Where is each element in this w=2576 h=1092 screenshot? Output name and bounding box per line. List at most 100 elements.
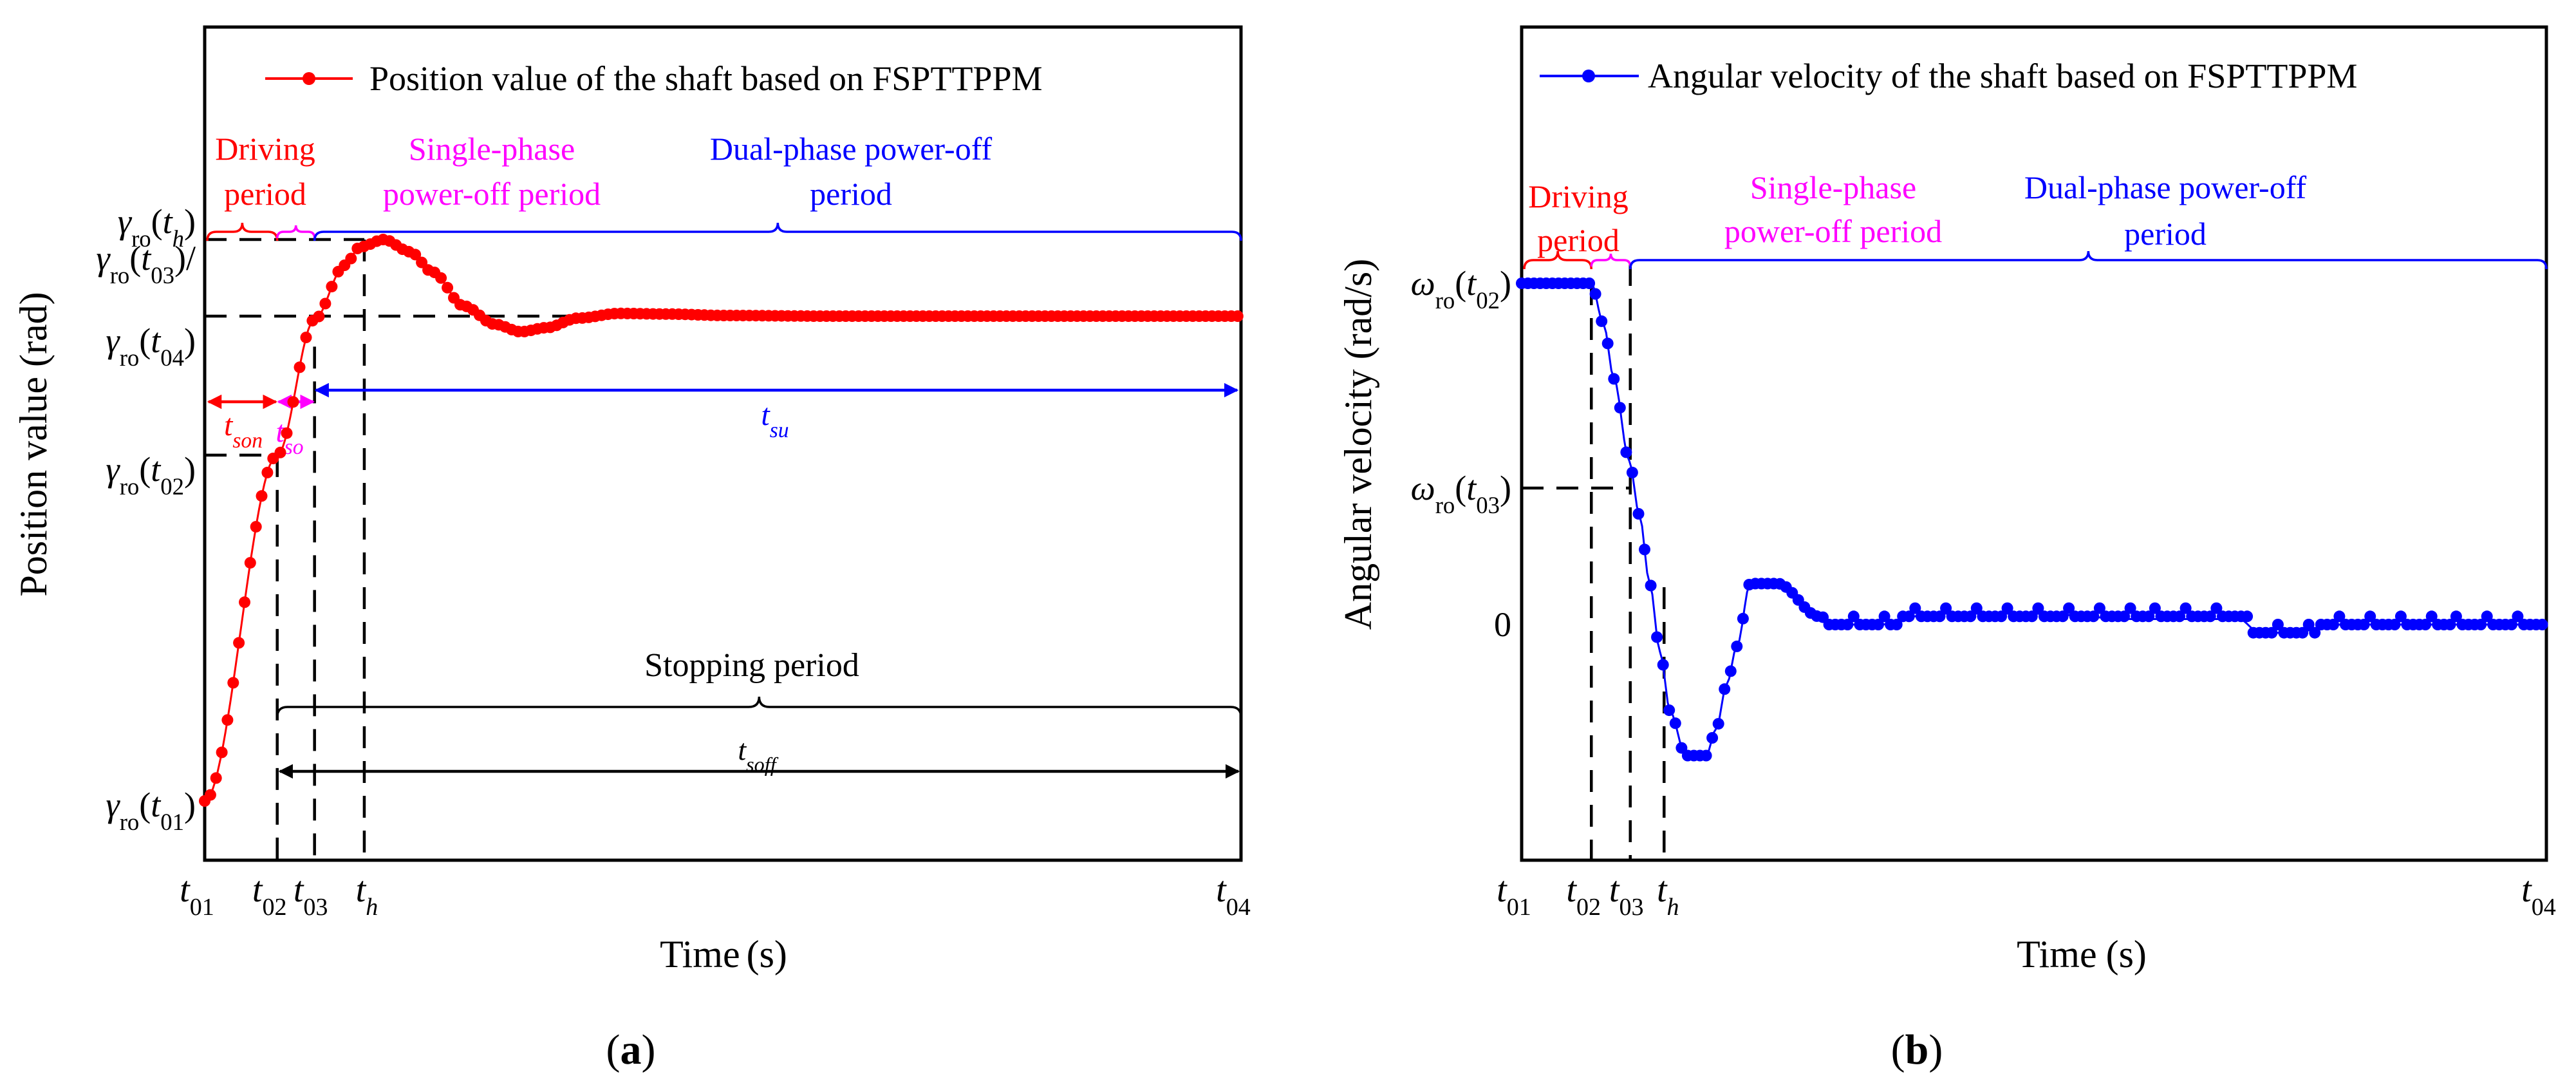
x-tick-a-t04: t04: [1216, 870, 1251, 921]
data-point-velocity: [1903, 610, 1915, 623]
data-point-velocity: [2118, 610, 2131, 623]
brace-dual-phase-a: [313, 222, 1242, 241]
period-label-b-0: Driving: [1528, 178, 1629, 214]
data-point-velocity: [1651, 631, 1663, 643]
brace-driving-b: [1523, 250, 1593, 270]
data-point-velocity: [2536, 619, 2548, 630]
data-point-velocity: [2272, 619, 2284, 630]
legend-label-a: Position value of the shaft based on FSP…: [369, 59, 1043, 98]
x-tick-b-t04: t04: [2521, 870, 2556, 921]
y-tick-b-2: 0: [1494, 605, 1511, 644]
data-point-velocity: [1970, 602, 1983, 614]
data-point-velocity: [2358, 619, 2370, 630]
data-point-position: [261, 466, 274, 478]
period-label-b-1: Single-phase: [1750, 169, 1916, 205]
data-point-position: [244, 557, 256, 569]
data-point-position: [221, 714, 234, 726]
data-point-velocity: [1724, 665, 1737, 677]
x-tick-a-t02: t02: [252, 870, 287, 921]
data-point-velocity: [2149, 602, 2161, 614]
data-point-position: [1231, 310, 1244, 322]
data-point-velocity: [2087, 610, 2100, 623]
x-tick-b-t02: t02: [1566, 870, 1601, 921]
data-point-position: [319, 297, 331, 310]
data-point-velocity: [1632, 508, 1645, 520]
period-sublabel-a-0: period: [224, 176, 306, 212]
data-point-velocity: [2450, 610, 2462, 623]
data-point-velocity: [1657, 659, 1669, 671]
data-point-velocity: [2032, 602, 2044, 614]
data-point-velocity: [1663, 704, 1675, 717]
brace-single-phase-b: [1590, 253, 1632, 267]
data-point-velocity: [2505, 619, 2517, 630]
data-point-velocity: [2444, 619, 2456, 630]
data-point-position: [233, 637, 245, 649]
y-tick-a-2: γro(t04): [106, 321, 196, 371]
x-tick-a-th: th: [356, 870, 378, 921]
span-label-tsu: tsu: [761, 398, 789, 442]
y-tick-a-0: γro(th): [118, 202, 196, 252]
data-point-position: [294, 361, 306, 373]
data-point-velocity: [1878, 610, 1890, 623]
data-point-velocity: [2063, 602, 2075, 614]
series-line-velocity: [1522, 282, 2546, 757]
data-point-velocity: [2309, 626, 2321, 639]
x-axis-title-b: Time (s): [2017, 933, 2147, 975]
data-point-position: [435, 272, 447, 284]
data-point-position: [326, 281, 338, 293]
data-point-position: [250, 521, 262, 533]
data-point-velocity: [2333, 610, 2346, 623]
period-sublabel-a-1: power-off period: [383, 176, 601, 212]
period-label-b-2: Dual-phase power-off: [2024, 169, 2307, 205]
span-label-tson: tson: [224, 408, 263, 453]
x-tick-b-t01: t01: [1497, 870, 1531, 921]
data-point-velocity: [1601, 337, 1614, 350]
data-point-velocity: [1589, 288, 1601, 300]
data-point-velocity: [1731, 640, 1743, 652]
plot-frame-a: [203, 25, 1243, 862]
legend-marker-a: [303, 72, 315, 85]
data-point-velocity: [1842, 619, 1854, 630]
period-sublabel-b-2: period: [2124, 216, 2207, 252]
brace-stopping: [275, 696, 1242, 718]
legend-marker-b: [1582, 70, 1595, 82]
data-point-velocity: [2143, 610, 2155, 623]
period-label-a-2: Dual-phase power-off: [710, 131, 993, 167]
data-point-velocity: [1890, 619, 1903, 630]
data-point-position: [227, 677, 239, 689]
y-tick-a-4: γro(t01): [106, 786, 196, 835]
data-point-velocity: [1620, 446, 1632, 458]
data-point-position: [442, 281, 454, 294]
series-markers-position: [199, 234, 1244, 807]
data-point-velocity: [2420, 619, 2432, 630]
plot-frame-b: [1520, 25, 2548, 862]
data-point-position: [204, 789, 216, 801]
data-point-velocity: [2512, 610, 2524, 623]
x-axis-title-a: Time (s): [660, 933, 787, 975]
x-tick-b-th: th: [1657, 870, 1679, 921]
data-point-velocity: [2364, 610, 2376, 623]
panel-label-a: (a): [606, 1026, 656, 1073]
y-tick-a-3: γro(t02): [106, 450, 196, 500]
data-point-velocity: [2241, 610, 2254, 623]
brace-dual-phase-b: [1629, 250, 2548, 270]
data-point-velocity: [2297, 626, 2309, 639]
period-sublabel-b-0: period: [1537, 222, 1619, 258]
data-point-position: [416, 256, 428, 268]
data-point-velocity: [1719, 683, 1731, 695]
stopping-period-label: Stopping period: [644, 647, 859, 684]
y-axis-title-b: Angular velocity (rad/s): [1337, 259, 1379, 630]
data-point-velocity: [1909, 602, 1921, 614]
data-point-velocity: [2057, 610, 2069, 623]
x-tick-a-t01: t01: [180, 870, 214, 921]
data-point-velocity: [1995, 610, 2008, 623]
data-point-position: [239, 596, 250, 608]
data-point-velocity: [2475, 619, 2487, 630]
data-point-velocity: [2204, 610, 2216, 623]
data-point-velocity: [1706, 732, 1719, 744]
data-point-velocity: [2266, 626, 2278, 639]
brace-driving-a: [206, 222, 279, 241]
brace-single-phase-a: [275, 225, 316, 239]
data-point-velocity: [2179, 602, 2192, 614]
